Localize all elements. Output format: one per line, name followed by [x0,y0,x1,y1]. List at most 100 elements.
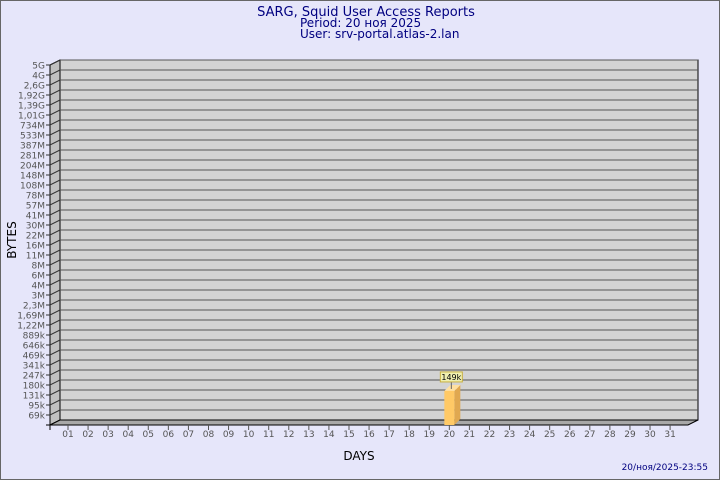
x-tick-label: 29 [624,430,636,440]
chart-period: Period: 20 ноя 2025 [300,16,421,30]
y-tick-label: 469k [23,352,46,362]
y-tick [46,149,61,156]
y-tick-label: 180k [23,382,46,392]
y-tick-label: 1,01G [18,112,45,122]
y-tick [46,319,61,326]
y-tick-label: 247k [23,372,46,382]
x-tick-label: 09 [223,430,235,440]
y-tick [46,99,61,106]
y-tick [46,209,61,216]
y-tick [46,299,61,306]
x-tick-label: 19 [424,430,436,440]
y-tick [46,389,61,396]
plot-floor [49,419,699,426]
y-tick [46,349,61,356]
y-tick [46,369,61,376]
x-tick-label: 13 [303,430,314,440]
y-tick [46,189,61,196]
y-tick-label: 148M [20,172,45,182]
y-tick-label: 57M [26,202,45,212]
y-tick-label: 69k [28,412,45,422]
x-tick-label: 07 [183,430,194,440]
x-tick-label: 26 [564,430,576,440]
y-tick-label: 4M [32,282,46,292]
y-tick-label: 533M [20,132,45,142]
x-tick-label: 04 [122,430,134,440]
y-tick [46,89,61,96]
y-tick [46,379,61,386]
y-tick [46,69,61,76]
x-tick-label: 30 [644,430,656,440]
footer-timestamp: 20/ноя/2025-23:55 [622,463,708,473]
y-tick-label: 78M [26,192,45,202]
y-tick-label: 6M [32,272,46,282]
x-tick-label: 21 [464,430,475,440]
y-tick-label: 1,22M [17,322,45,332]
y-tick-label: 108M [20,182,45,192]
y-tick-label: 1,39G [18,102,45,112]
y-tick-label: 3M [32,292,46,302]
y-tick [46,129,61,136]
y-tick-label: 22M [26,232,45,242]
y-tick [46,169,61,176]
y-tick-label: 734M [20,122,45,132]
bar [444,390,455,425]
y-tick-label: 341k [23,362,46,372]
y-tick [46,289,61,296]
y-tick [46,259,61,266]
y-tick [46,249,61,256]
y-tick [46,279,61,286]
y-tick-label: 281M [20,152,45,162]
x-tick-label: 06 [163,430,175,440]
chart-title: SARG, Squid User Access Reports [257,5,475,20]
y-tick [46,239,61,246]
y-tick [46,339,61,346]
x-tick-label: 31 [664,430,675,440]
y-tick [46,179,61,186]
x-tick-label: 15 [343,430,354,440]
y-tick-label: 131k [23,392,46,402]
bar-value-label: 149k [441,373,461,382]
y-tick-label: 2,6G [24,82,45,92]
y-axis-label: BYTES [5,221,19,258]
y-tick [46,359,61,366]
x-tick-label: 20 [444,430,456,440]
y-tick-label: 1,92G [18,92,45,102]
y-tick [46,399,61,406]
y-tick-label: 30M [26,222,45,232]
y-tick [46,219,61,226]
y-tick [46,59,61,66]
x-tick-label: 25 [544,430,555,440]
x-tick-label: 24 [524,430,536,440]
y-tick-label: 41M [26,212,45,222]
x-tick-label: 22 [484,430,495,440]
y-tick [46,329,61,336]
y-tick-label: 387M [20,142,45,152]
x-axis-label: DAYS [343,449,374,463]
x-tick-label: 05 [143,430,154,440]
x-tick-label: 02 [82,430,93,440]
y-tick [46,229,61,236]
y-tick [46,79,61,86]
y-tick-label: 4G [32,72,45,82]
x-tick-label: 27 [584,430,595,440]
x-tick-label: 18 [403,430,415,440]
y-tick [46,409,61,416]
y-tick [46,309,61,316]
x-tick-label: 14 [323,430,335,440]
x-tick-label: 12 [283,430,294,440]
chart-user: User: srv-portal.atlas-2.lan [300,27,459,41]
y-tick-label: 2,3M [23,302,45,312]
x-tick-label: 08 [203,430,215,440]
x-tick-label: 28 [604,430,616,440]
y-tick [46,119,61,126]
y-tick [46,139,61,146]
x-tick-label: 11 [263,430,274,440]
y-tick-label: 1,69M [17,312,45,322]
y-tick-label: 11M [26,252,45,262]
y-tick-label: 95k [28,402,45,412]
x-tick-label: 03 [102,430,113,440]
x-tick-label: 01 [62,430,73,440]
y-tick [46,109,61,116]
